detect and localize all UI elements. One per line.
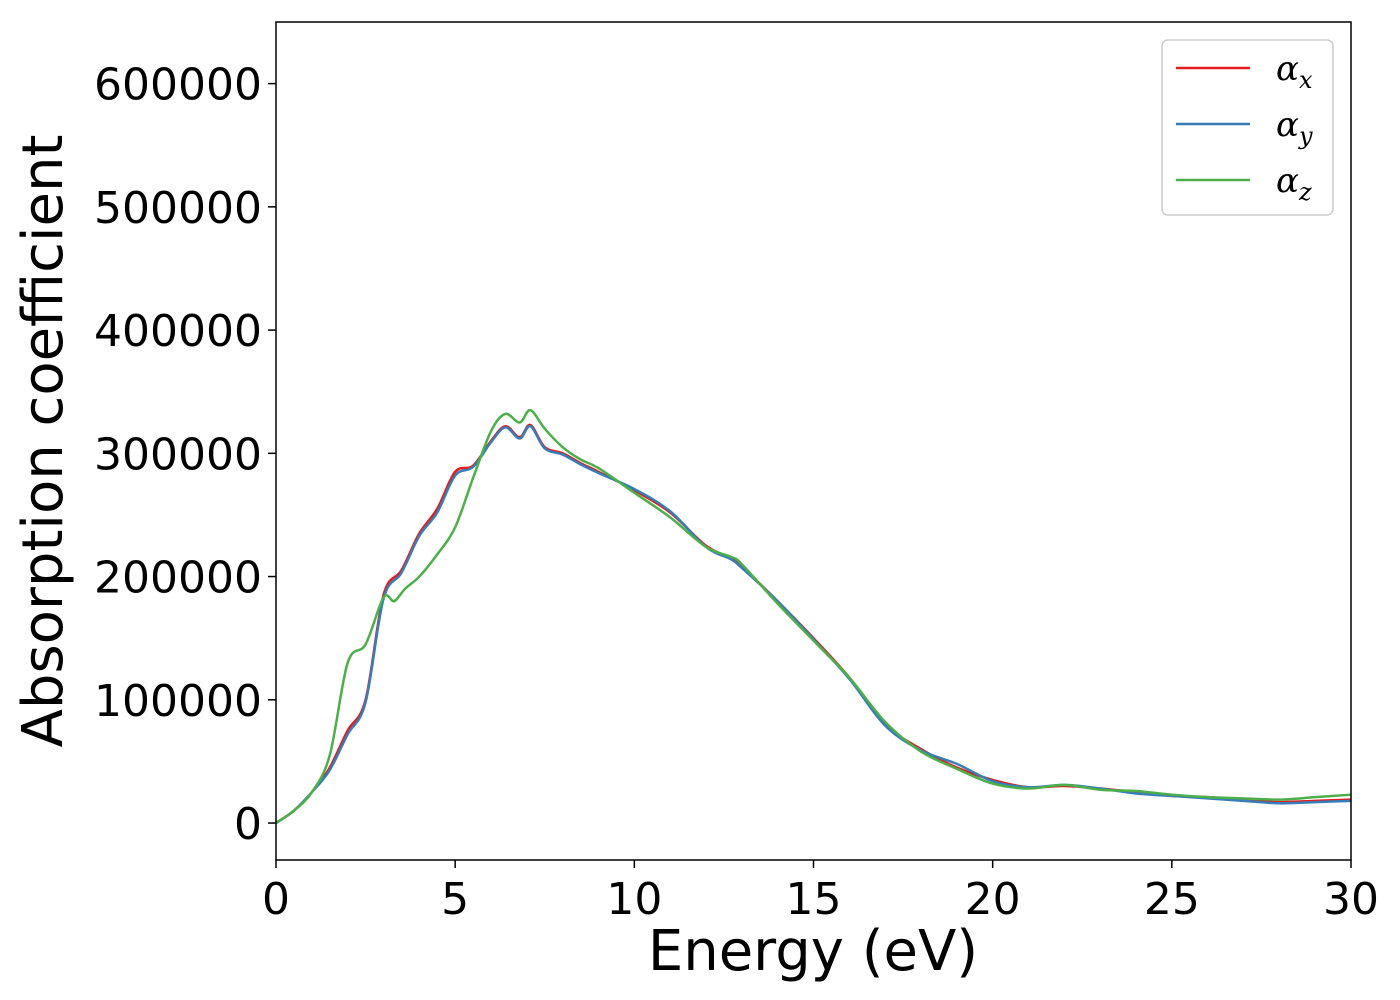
y-tick-label: 200000 [94, 553, 262, 604]
x-axis-label: Energy (eV) [648, 919, 978, 984]
y-tick-label: 600000 [94, 60, 262, 111]
y-tick-label: 500000 [94, 183, 262, 234]
legend-label-sub: z [1298, 178, 1312, 206]
x-tick-label: 0 [262, 874, 290, 925]
legend-label-z: αz [1276, 161, 1312, 206]
y-axis-ticks: 0 100000 200000 300000 400000 500000 600000 [94, 60, 276, 850]
series-lines [275, 408, 1352, 825]
y-tick-label: 100000 [94, 676, 262, 727]
y-tick-label: 400000 [94, 306, 262, 357]
legend-label-main: α [1276, 161, 1299, 201]
x-tick-label: 5 [441, 874, 469, 925]
legend-label-sub: y [1298, 122, 1313, 150]
legend-label-sub: x [1299, 66, 1313, 94]
legend-box [1161, 39, 1334, 216]
x-tick-label: 25 [1144, 874, 1200, 925]
y-tick-label: 0 [234, 799, 262, 850]
y-axis-label: Absorption coefficient [11, 135, 76, 748]
legend-label-main: α [1276, 105, 1299, 145]
legend-label-x: αx [1276, 49, 1313, 94]
y-tick-label: 300000 [94, 429, 262, 480]
x-tick-label: 20 [965, 874, 1021, 925]
x-tick-label: 10 [606, 874, 662, 925]
legend-label-main: α [1276, 49, 1299, 89]
series-line-z [275, 408, 1352, 825]
x-tick-label: 30 [1323, 874, 1379, 925]
x-axis-ticks: 0 5 10 15 20 25 30 [262, 860, 1379, 925]
legend-label-y: αy [1276, 105, 1313, 150]
x-tick-label: 15 [786, 874, 842, 925]
